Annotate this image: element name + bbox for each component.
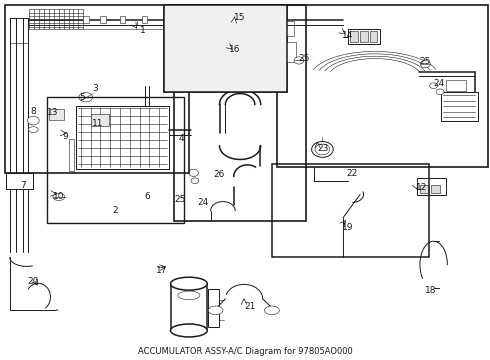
- Text: 4: 4: [179, 134, 184, 143]
- Ellipse shape: [171, 277, 207, 290]
- Text: 1: 1: [140, 26, 146, 35]
- Bar: [100, 16, 106, 23]
- Bar: [360, 31, 368, 42]
- Bar: [47, 97, 184, 223]
- Text: 25: 25: [298, 54, 309, 63]
- Text: 12: 12: [416, 184, 427, 193]
- Text: 9: 9: [63, 132, 69, 141]
- Bar: [6, 173, 33, 189]
- Text: 20: 20: [27, 277, 39, 286]
- Ellipse shape: [420, 60, 430, 68]
- Bar: [277, 21, 294, 36]
- Ellipse shape: [79, 93, 93, 102]
- Text: 19: 19: [342, 223, 353, 232]
- Bar: [164, 5, 287, 92]
- Text: 17: 17: [156, 266, 167, 275]
- Bar: [417, 178, 446, 195]
- Text: 26: 26: [213, 170, 224, 179]
- Bar: [277, 42, 296, 62]
- Text: 5: 5: [79, 93, 85, 102]
- Text: 24: 24: [433, 79, 444, 88]
- Bar: [277, 5, 488, 167]
- Bar: [49, 109, 64, 120]
- Ellipse shape: [191, 178, 199, 184]
- Text: 2: 2: [112, 206, 118, 215]
- Ellipse shape: [294, 57, 304, 64]
- Ellipse shape: [208, 306, 223, 315]
- Bar: [69, 139, 74, 171]
- Ellipse shape: [53, 193, 65, 201]
- Bar: [446, 80, 466, 91]
- Bar: [431, 185, 440, 193]
- Bar: [208, 289, 219, 327]
- Ellipse shape: [189, 169, 198, 176]
- Ellipse shape: [178, 291, 200, 300]
- Text: 18: 18: [424, 287, 436, 295]
- Text: 6: 6: [145, 192, 150, 201]
- Text: 16: 16: [229, 45, 241, 54]
- Bar: [142, 16, 147, 23]
- Bar: [120, 16, 125, 23]
- Text: 22: 22: [346, 169, 357, 178]
- Bar: [5, 5, 189, 173]
- Bar: [348, 29, 380, 44]
- Bar: [76, 106, 169, 169]
- Text: 15: 15: [234, 13, 245, 22]
- Text: 21: 21: [244, 302, 255, 311]
- Text: 3: 3: [93, 84, 98, 93]
- Bar: [164, 5, 287, 92]
- Bar: [171, 284, 207, 330]
- Bar: [272, 164, 429, 257]
- Bar: [350, 31, 358, 42]
- Text: 10: 10: [53, 192, 64, 201]
- Bar: [420, 185, 429, 193]
- Ellipse shape: [171, 324, 207, 337]
- Text: 23: 23: [318, 144, 329, 153]
- Text: 25: 25: [174, 195, 186, 204]
- Bar: [91, 114, 109, 126]
- Bar: [174, 5, 306, 221]
- Ellipse shape: [265, 306, 279, 315]
- Ellipse shape: [430, 83, 438, 89]
- Text: 13: 13: [47, 108, 59, 117]
- Bar: [370, 31, 377, 42]
- Text: ACCUMULATOR ASSY-A/C Diagram for 97805AO000: ACCUMULATOR ASSY-A/C Diagram for 97805AO…: [138, 346, 352, 356]
- Text: 14: 14: [342, 31, 353, 40]
- Ellipse shape: [436, 89, 444, 95]
- Ellipse shape: [28, 127, 38, 132]
- Ellipse shape: [312, 141, 333, 157]
- Ellipse shape: [315, 144, 330, 155]
- Text: 8: 8: [30, 107, 36, 116]
- Text: 7: 7: [21, 181, 26, 190]
- Bar: [83, 16, 89, 23]
- Bar: [164, 16, 170, 23]
- Ellipse shape: [27, 116, 39, 125]
- Text: 24: 24: [198, 198, 209, 207]
- Text: 25: 25: [419, 58, 431, 67]
- Text: 11: 11: [92, 119, 103, 128]
- Bar: [441, 92, 478, 121]
